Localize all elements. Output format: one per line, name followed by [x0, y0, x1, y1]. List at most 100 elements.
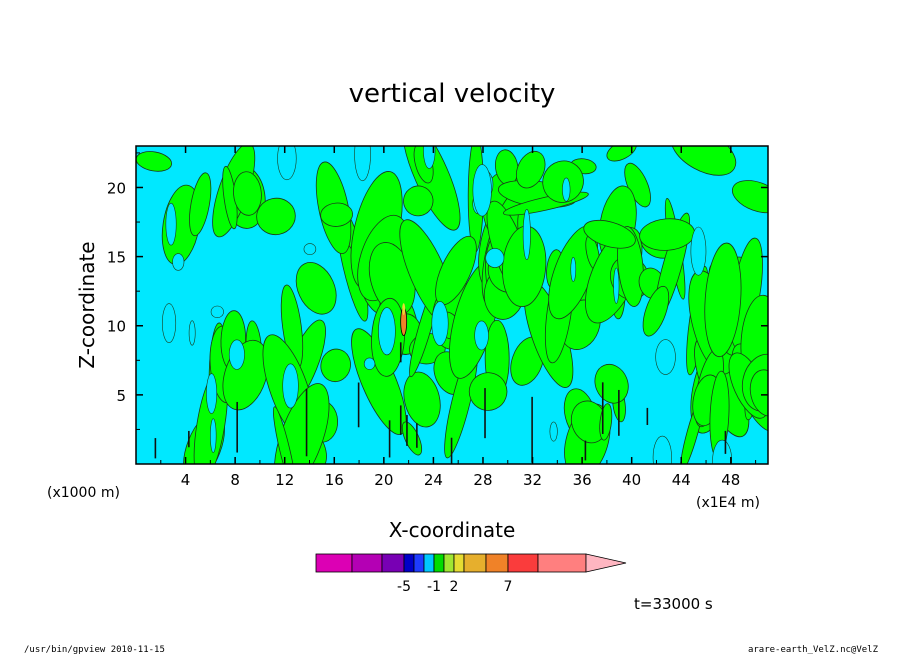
x-tick-label: 8: [230, 471, 240, 489]
contour-region-negative: [562, 177, 571, 202]
contour-region: [515, 150, 546, 189]
contour-region: [468, 372, 508, 411]
colorbar-swatch: [433, 553, 445, 573]
colorbar-swatch: [423, 553, 435, 573]
contour-region-negative: [303, 243, 317, 255]
x-tick-label: 24: [424, 471, 443, 489]
contour-fill-layer: [136, 146, 768, 464]
x-tick-label: 12: [275, 471, 294, 489]
x-tick-label: 20: [374, 471, 393, 489]
x-unit-left-label: (x1000 m): [47, 485, 120, 501]
x-axis-ticks: 4 8 12 16 20 24 28 32 36 40 44 48: [160, 146, 757, 489]
contour-region-negative: [277, 146, 297, 181]
contour-region-negative: [378, 307, 396, 356]
contour-streak: [531, 396, 533, 463]
time-label: t=33000 s: [634, 595, 713, 613]
contour-streak: [236, 401, 238, 453]
plot-frame: [135, 145, 769, 465]
contour-region: [606, 146, 637, 162]
x-tick-label: 28: [473, 471, 492, 489]
contour-region-negative: [570, 257, 577, 282]
contour-region: [403, 371, 441, 428]
y-tick-label: 15: [107, 249, 126, 267]
contour-region-negative: [363, 357, 376, 370]
contour-streak: [584, 440, 587, 461]
colorbar-swatch: [315, 553, 353, 573]
contour-region: [642, 285, 670, 337]
contour-region: [272, 406, 297, 464]
contour-streak: [618, 389, 620, 436]
contour-region-negative: [162, 303, 177, 344]
contour-region: [749, 369, 768, 417]
colorbar-tick-label: -1: [427, 579, 441, 595]
colorbar-swatch: [537, 553, 587, 573]
colorbar-swatch: [507, 553, 539, 573]
contour-streak: [601, 382, 604, 434]
contour-streak: [388, 420, 391, 458]
x-tick-label: 32: [523, 471, 542, 489]
contour-region-negative: [354, 146, 371, 182]
contour-region-negative: [165, 202, 177, 246]
contour-region: [256, 197, 296, 236]
colorbar-swatch: [443, 553, 455, 573]
contour-region: [189, 172, 212, 237]
contour-region-negative: [206, 373, 218, 414]
x-tick-label: 48: [721, 471, 740, 489]
contour-region-negative: [210, 418, 217, 453]
colorbar-tick-labels: -5 -1 2 7: [397, 579, 512, 595]
colorbar-swatch: [403, 553, 415, 573]
contour-region-negative: [613, 267, 620, 304]
contour-region: [403, 185, 434, 217]
contour-region-negative: [188, 320, 196, 346]
y-tick-label: 20: [107, 179, 126, 197]
contour-region-negative: [282, 363, 299, 409]
contour-region: [670, 146, 737, 176]
x-tick-label: 16: [325, 471, 344, 489]
contour-region-negative: [472, 164, 492, 217]
contour-region: [233, 171, 262, 216]
contour-plot-area: [136, 146, 768, 464]
footer-left-text: /usr/bin/gpview 2010-11-15: [24, 645, 165, 654]
y-tick-label: 10: [107, 318, 126, 336]
contour-streak: [406, 415, 408, 446]
contour-streak: [484, 388, 486, 439]
contour-region: [704, 242, 742, 358]
contour-region-negative: [522, 209, 531, 261]
contour-region: [295, 262, 337, 315]
contour-streak: [305, 388, 308, 457]
colorbar-tick-label: 2: [450, 579, 459, 595]
contour-region: [542, 160, 584, 203]
contour-streak: [399, 405, 402, 435]
contour-region-negative: [474, 320, 489, 351]
contour-region-negative: [652, 435, 672, 464]
colorbar-tick-label: -5: [397, 579, 411, 595]
contour-region-negative: [228, 339, 245, 370]
contour-streak: [646, 407, 649, 425]
colorbar-arrow: [585, 553, 627, 573]
colorbar-tick-label: 7: [504, 579, 513, 595]
contour-region: [320, 348, 351, 383]
contour-region-negative: [172, 253, 185, 271]
updraft-core-inner: [402, 303, 406, 316]
x-tick-label: 36: [573, 471, 592, 489]
y-tick-label: 5: [116, 387, 126, 405]
contour-streak: [724, 430, 727, 454]
colorbar-swatch: [463, 553, 487, 573]
contour-streak: [416, 423, 418, 448]
colorbar-swatch: [453, 553, 465, 573]
contour-region-negative: [485, 248, 505, 268]
contour-region: [583, 219, 636, 249]
y-axis-label: Z-coordinate: [75, 241, 99, 368]
contour-streak: [357, 382, 360, 428]
contour-region-negative: [655, 339, 676, 375]
contour-region-negative: [690, 226, 707, 276]
footer-right-text: arare-earth_VelZ.nc@VelZ: [748, 645, 879, 654]
contour-streak: [188, 430, 190, 448]
contour-streak: [399, 342, 402, 363]
contour-region-negative: [210, 305, 224, 318]
colorbar-swatch: [413, 553, 425, 573]
chart-title: vertical velocity: [349, 79, 556, 109]
contour-region-negative: [431, 301, 449, 346]
colorbar-swatch: [351, 553, 383, 573]
